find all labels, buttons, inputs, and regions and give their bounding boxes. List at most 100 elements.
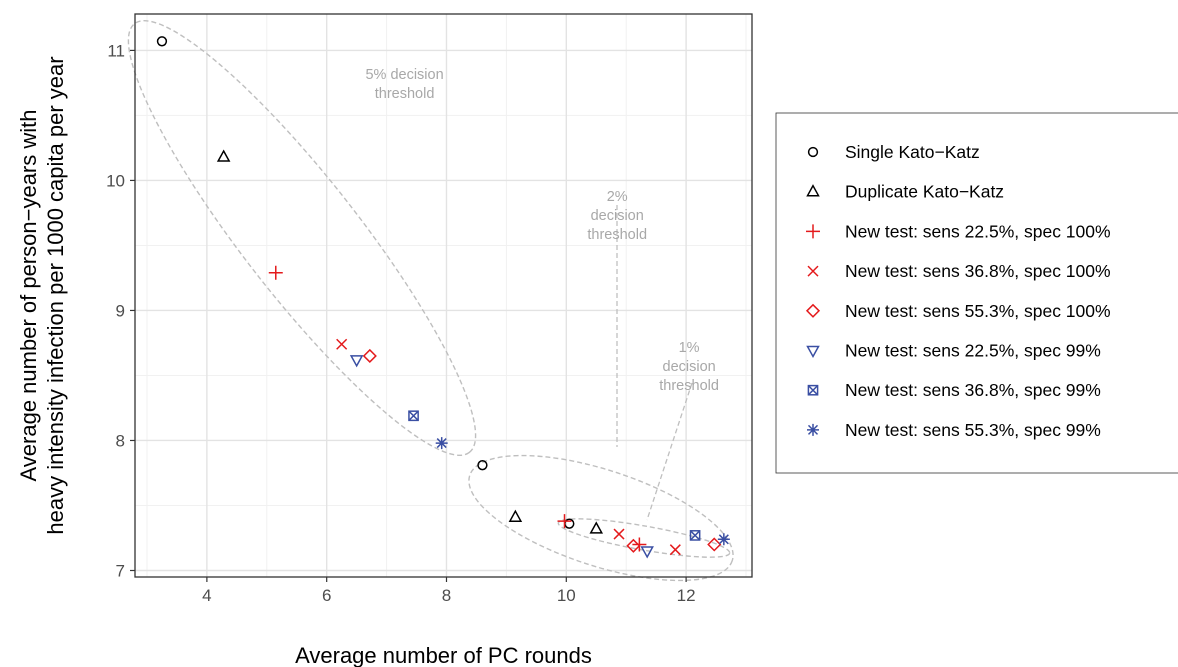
y-tick-label: 10 (106, 171, 125, 190)
threshold-annotation-line: 5% decision (365, 67, 443, 83)
threshold-annotation-line: threshold (659, 378, 719, 394)
legend-key-6-part (806, 345, 820, 359)
point-series-8-part (435, 437, 448, 450)
point-series-5-part (362, 348, 377, 364)
point-series-7-part (408, 410, 419, 421)
point-series-6-part (349, 355, 364, 368)
point-series-5 (626, 538, 641, 553)
legend-label-8: New test: sens 55.3%, spec 99% (845, 420, 1101, 440)
point-series-1 (477, 460, 488, 471)
ellipse-2-percent (468, 454, 734, 582)
x-axis-ticks: 4 6 8 10 12 (202, 577, 696, 605)
x-tick-label: 8 (442, 586, 451, 605)
legend-key-8 (807, 423, 819, 436)
threshold-ellipses (127, 20, 734, 582)
legend-key-3-part (806, 224, 820, 239)
point-series-7-part (408, 410, 419, 422)
point-series-5 (707, 537, 722, 552)
threshold-annotation-line: threshold (375, 86, 435, 102)
legend-key-7 (807, 384, 819, 396)
threshold-annotation: 1% decision threshold (659, 340, 719, 394)
x-tick-label: 4 (202, 586, 211, 605)
point-series-2 (508, 509, 523, 522)
point-series-8 (717, 533, 730, 546)
point-series-6 (640, 546, 654, 559)
legend-key-2-part (806, 184, 820, 197)
y-axis-title-line-2: heavy intensity infection per 1000 capit… (43, 56, 68, 534)
point-series-5 (362, 348, 377, 364)
threshold-annotation-line: decision (663, 359, 716, 375)
point-series-3 (557, 514, 572, 529)
point-series-2-part (589, 521, 604, 534)
y-tick-label: 7 (116, 561, 125, 580)
point-series-3-part (557, 514, 572, 529)
point-series-4-part (669, 544, 681, 556)
y-tick-label: 8 (116, 431, 125, 450)
ellipse-1-percent (557, 518, 731, 558)
threshold-annotation: 5% decision threshold (365, 67, 443, 102)
legend-key-8-part (807, 423, 819, 436)
point-series-8 (435, 437, 448, 450)
threshold-annotation-line: 2% (607, 189, 628, 205)
point-series-2-part (508, 509, 523, 522)
legend-label-3: New test: sens 22.5%, spec 100% (845, 221, 1111, 241)
point-series-1 (156, 36, 168, 47)
point-series-3 (268, 265, 283, 280)
point-series-8-part (717, 533, 730, 546)
point-series-7 (408, 410, 419, 422)
point-series-5-part (707, 537, 722, 552)
point-series-6 (349, 355, 364, 368)
annotation-leader-lines (616, 205, 693, 521)
point-series-1-part (477, 460, 488, 471)
threshold-annotation-line: decision (591, 208, 644, 224)
legend-key-7-part (807, 384, 819, 396)
point-series-1-part (156, 36, 168, 47)
data-points (156, 36, 730, 559)
y-tick-label: 11 (107, 41, 125, 60)
point-series-2 (589, 521, 604, 534)
grid-major (135, 14, 752, 577)
point-series-4-part (613, 528, 625, 540)
threshold-annotation-line: threshold (587, 227, 647, 243)
ellipse-5-percent (127, 20, 477, 456)
x-tick-label: 10 (557, 586, 576, 605)
point-series-7-part (689, 530, 701, 541)
legend-key-5-part (805, 303, 821, 318)
legend-key-1-part (807, 146, 819, 158)
point-series-4 (669, 544, 681, 556)
point-series-5-part (626, 538, 641, 553)
legend-label-5: New test: sens 55.3%, spec 100% (845, 301, 1111, 321)
y-axis-ticks: 7 8 9 10 11 (106, 41, 135, 580)
y-axis-title-line-1: Average number of person−years with (16, 110, 41, 482)
legend-label-2: Duplicate Kato−Katz (845, 182, 1004, 202)
x-axis-title: Average number of PC rounds (295, 643, 592, 667)
legend-key-4 (807, 265, 819, 277)
grid-minor (135, 14, 752, 577)
threshold-annotation-line: 1% (679, 340, 700, 356)
legend-label-6: New test: sens 22.5%, spec 99% (845, 341, 1101, 361)
plot-border (134, 13, 753, 578)
legend: Single Kato−Katz Duplicate Kato−Katz New t… (775, 112, 1178, 474)
point-series-4 (336, 338, 348, 350)
legend-key-7-part (807, 385, 819, 396)
point-series-2 (216, 149, 231, 162)
legend-label-7: New test: sens 36.8%, spec 99% (845, 380, 1101, 400)
leader-1-percent (646, 382, 693, 521)
point-series-6-part (640, 546, 654, 559)
legend-label-1: Single Kato−Katz (845, 142, 980, 162)
legend-key-1 (807, 146, 819, 158)
x-tick-label: 12 (677, 586, 696, 605)
legend-key-4-part (807, 265, 819, 277)
legend-key-3 (806, 224, 820, 239)
point-series-4 (613, 528, 625, 540)
legend-box (775, 112, 1178, 474)
point-series-2-part (216, 149, 231, 162)
point-series-7 (689, 530, 701, 541)
point-series-3-part (632, 537, 647, 552)
point-series-7-part (689, 530, 701, 541)
legend-key-6 (806, 345, 820, 359)
threshold-annotation: 2% decision threshold (587, 189, 647, 243)
y-tick-label: 9 (116, 301, 125, 320)
